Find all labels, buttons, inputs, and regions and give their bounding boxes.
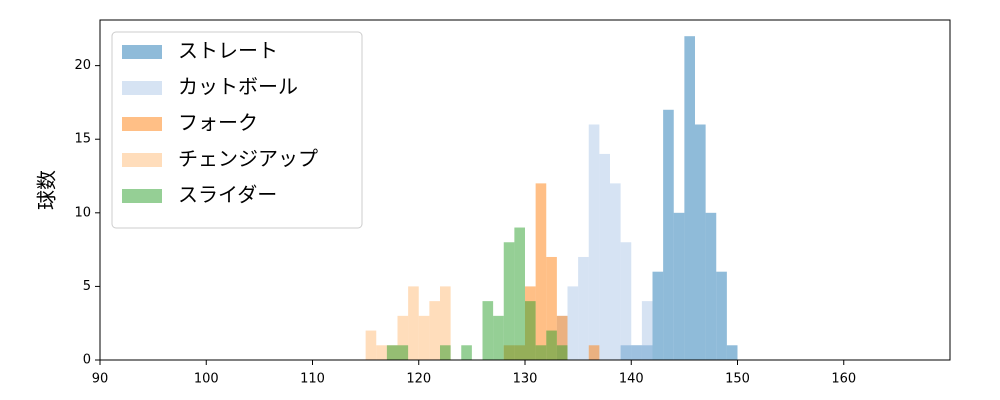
bar — [578, 256, 589, 360]
bar — [535, 345, 547, 360]
bar — [493, 315, 504, 360]
legend-label: カットボール — [178, 75, 298, 99]
legend-label: フォーク — [178, 111, 258, 135]
bar — [673, 212, 685, 360]
bar — [556, 345, 568, 360]
bar — [535, 183, 547, 360]
bar — [610, 183, 621, 360]
bar — [397, 315, 409, 360]
bar — [397, 345, 409, 360]
bar — [376, 345, 387, 360]
legend-label: スライダー — [178, 183, 277, 207]
legend-label: チェンジアップ — [178, 147, 318, 171]
bar — [546, 330, 557, 360]
bar — [365, 330, 377, 360]
y-axis-label: 球数 — [35, 170, 59, 210]
legend-swatch — [122, 153, 162, 167]
bar — [525, 301, 536, 360]
bar — [514, 227, 525, 360]
bar — [588, 345, 600, 360]
legend-swatch — [122, 45, 162, 59]
bar — [641, 301, 653, 360]
y-tick-label: 15 — [74, 132, 91, 147]
legend-swatch — [122, 117, 162, 131]
bar — [408, 286, 419, 360]
bar — [684, 36, 695, 360]
bar — [546, 256, 557, 360]
bar — [726, 345, 738, 360]
x-tick-label: 140 — [619, 372, 644, 387]
bar — [503, 242, 515, 360]
legend-swatch — [122, 81, 162, 95]
y-tick-label: 5 — [83, 279, 91, 294]
bar — [716, 271, 727, 360]
bar — [429, 301, 440, 360]
bar — [567, 286, 579, 360]
bar — [461, 345, 472, 360]
bar — [418, 315, 430, 360]
legend-swatch — [122, 189, 162, 203]
bar — [588, 124, 600, 360]
bar — [440, 286, 451, 360]
bar — [386, 345, 398, 360]
x-tick-label: 150 — [725, 372, 750, 387]
bar — [705, 212, 717, 360]
bar — [663, 109, 674, 361]
y-tick-label: 10 — [74, 205, 91, 220]
legend-box — [111, 31, 363, 229]
bar — [440, 345, 451, 360]
bar — [556, 315, 568, 360]
x-tick-label: 160 — [831, 372, 856, 387]
x-tick-label: 130 — [513, 372, 538, 387]
bar — [620, 242, 632, 360]
bar — [482, 301, 494, 360]
legend-label: ストレート — [178, 39, 278, 63]
x-tick-label: 100 — [194, 372, 219, 387]
bar — [652, 271, 664, 360]
bar — [631, 345, 642, 360]
x-tick-label: 90 — [92, 372, 109, 387]
bar — [695, 124, 706, 360]
x-tick-label: 120 — [406, 372, 431, 387]
bar — [599, 153, 610, 360]
y-tick-label: 20 — [74, 58, 91, 73]
y-tick-label: 0 — [83, 353, 91, 368]
x-tick-label: 110 — [300, 372, 325, 387]
